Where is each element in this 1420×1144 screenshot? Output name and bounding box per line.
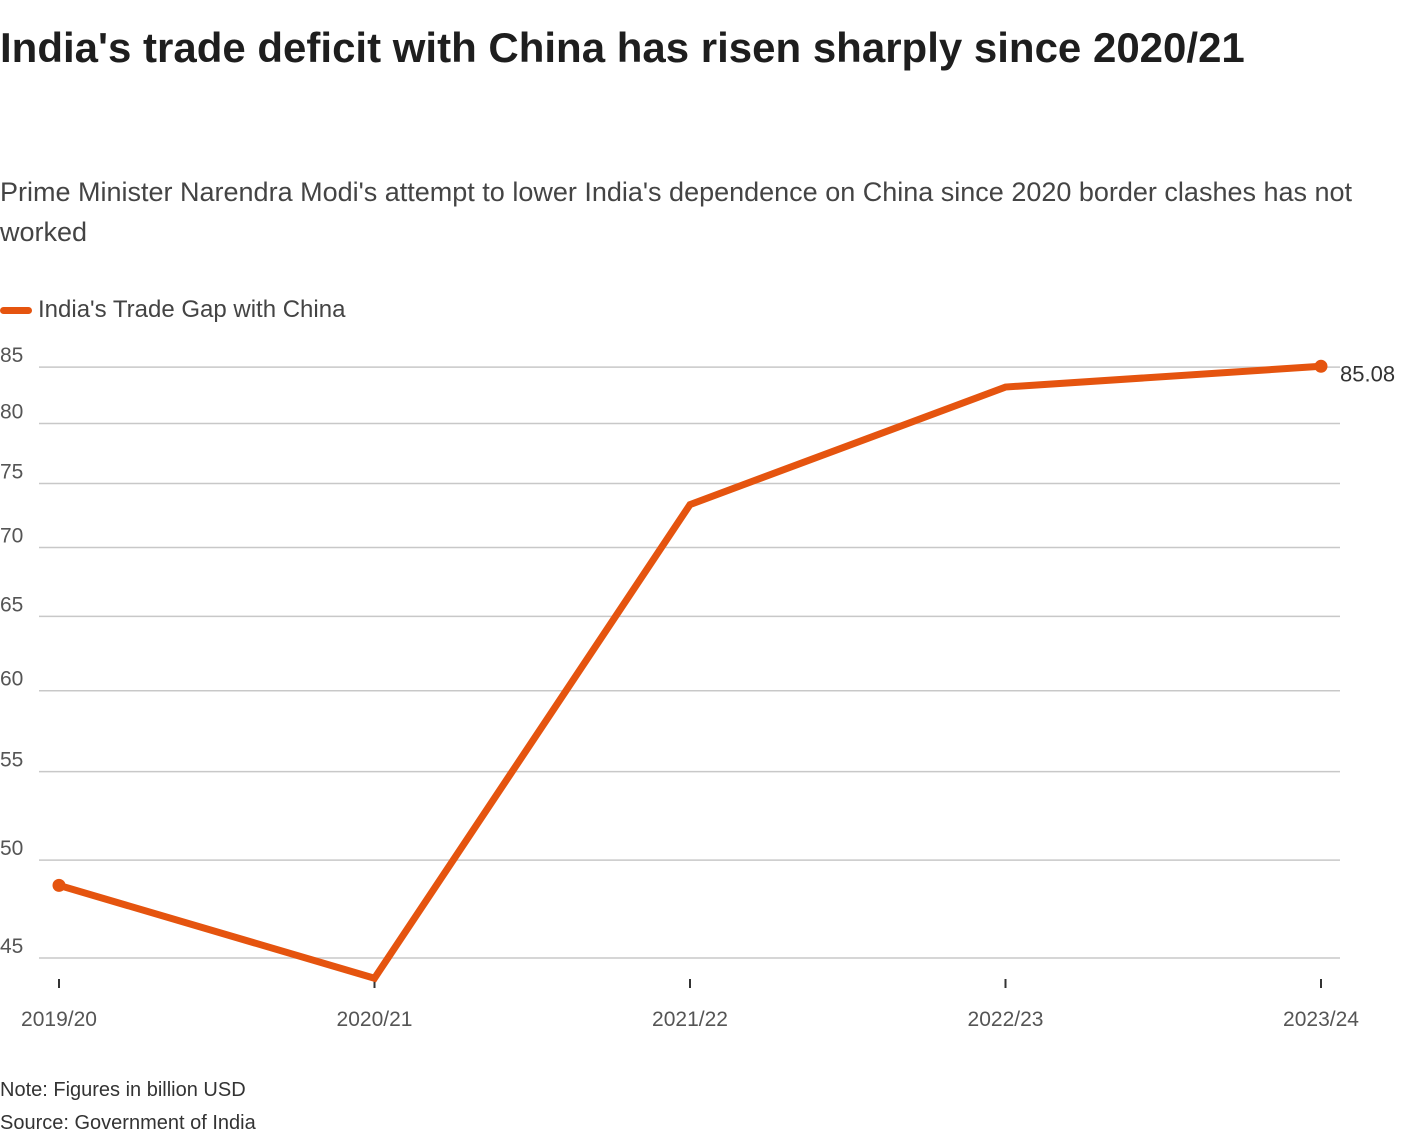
legend: India's Trade Gap with China: [0, 296, 345, 324]
x-tick-label: 2019/20: [21, 1008, 97, 1031]
legend-swatch: [0, 306, 32, 314]
chart-title: India's trade deficit with China has ris…: [0, 24, 1245, 71]
y-tick-label: 65: [0, 593, 23, 616]
y-tick-label: 45: [0, 935, 23, 958]
end-value-label: 85.08: [1340, 361, 1395, 386]
y-tick-label: 70: [0, 525, 23, 548]
series-line: [58, 362, 1322, 983]
data-point: [1314, 359, 1328, 373]
source: Source: Government of India: [0, 1112, 256, 1134]
x-tick-label: 2023/24: [1283, 1008, 1359, 1031]
data-point: [52, 878, 66, 892]
x-tick-label: 2020/21: [337, 1008, 413, 1031]
x-tick-label: 2022/23: [968, 1008, 1044, 1031]
y-tick-label: 85: [0, 344, 23, 367]
y-tick-label: 80: [0, 400, 23, 423]
y-tick-label: 55: [0, 749, 23, 772]
y-tick-label: 75: [0, 460, 23, 483]
legend-label: India's Trade Gap with China: [38, 296, 346, 323]
footnotes: Note: Figures in billion USD Source: Gov…: [0, 1074, 256, 1140]
x-tick-label: 2021/22: [652, 1008, 728, 1031]
y-tick-label: 50: [0, 837, 23, 860]
y-tick-label: 60: [0, 668, 23, 691]
note: Note: Figures in billion USD: [0, 1079, 246, 1101]
chart-subtitle: Prime Minister Narendra Modi's attempt t…: [0, 177, 1353, 247]
